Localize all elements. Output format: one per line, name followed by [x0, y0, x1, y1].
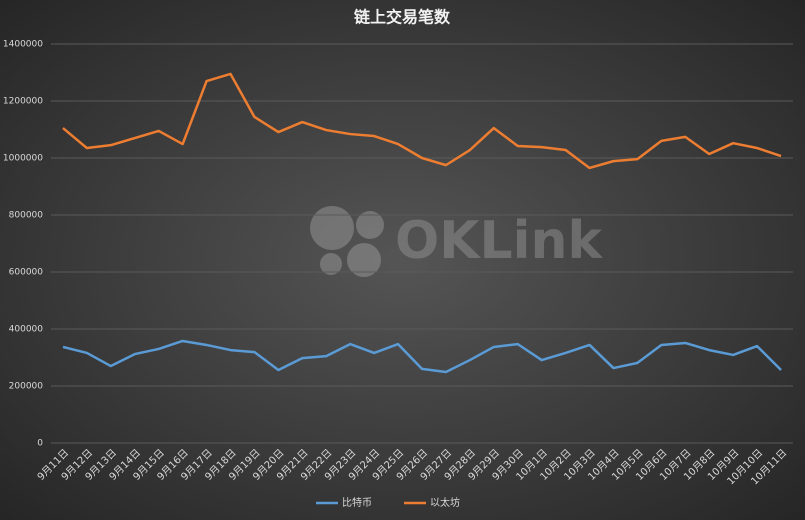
y-tick-label: 1000000: [3, 154, 43, 164]
series-line: [62, 72, 782, 170]
legend-label: 比特币: [342, 497, 372, 509]
legend-label: 以太坊: [430, 496, 460, 509]
y-tick-label: 0: [37, 439, 43, 449]
y-tick-label: 1400000: [3, 40, 43, 50]
watermark-logo: [310, 206, 384, 277]
y-tick-label: 600000: [9, 268, 44, 278]
y-tick-label: 1200000: [3, 97, 43, 107]
y-tick-label: 800000: [9, 211, 44, 221]
series-line: [62, 339, 782, 374]
y-tick-label: 400000: [9, 325, 44, 335]
chart-title: 链上交易笔数: [354, 8, 451, 27]
watermark: OKLink: [395, 211, 603, 271]
y-tick-label: 200000: [9, 382, 44, 392]
